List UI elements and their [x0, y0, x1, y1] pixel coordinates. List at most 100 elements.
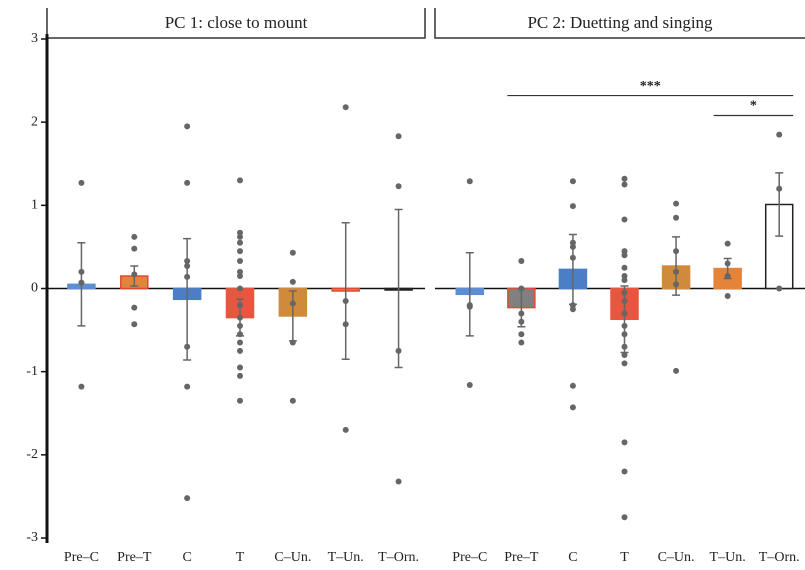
- data-point: [131, 304, 138, 311]
- error-bar: [465, 251, 474, 337]
- error-bar: [236, 298, 244, 337]
- x-tick-label: Pre–C: [64, 550, 99, 565]
- y-tick-label: -1: [26, 364, 38, 379]
- data-point: [621, 273, 628, 280]
- data-point: [621, 264, 628, 271]
- data-point: [237, 248, 243, 255]
- data-point: [724, 240, 731, 247]
- data-point: [621, 175, 628, 182]
- y-tick-label: 3: [31, 31, 38, 46]
- y-tick-label: 1: [31, 198, 38, 213]
- data-point: [569, 203, 576, 210]
- data-point: [289, 249, 296, 256]
- data-point: [569, 382, 576, 389]
- data-point: [621, 360, 628, 367]
- data-point: [342, 426, 349, 433]
- data-point: [621, 216, 628, 223]
- data-point: [569, 178, 576, 185]
- panel-header: [434, 8, 805, 39]
- x-tick-label: T–Un.: [328, 550, 364, 565]
- data-point: [395, 133, 402, 140]
- data-point: [621, 514, 628, 521]
- x-tick-label: T–Orn.: [759, 550, 800, 565]
- data-point: [466, 178, 473, 185]
- panel-title: PC 1: close to mount: [165, 13, 308, 32]
- error-bar: [723, 257, 732, 280]
- data-point: [237, 258, 243, 265]
- data-point: [673, 367, 680, 374]
- error-bar: [288, 290, 297, 342]
- data-point: [776, 131, 783, 138]
- data-point: [184, 123, 191, 130]
- data-point: [78, 383, 85, 390]
- error-bar: [672, 236, 681, 296]
- error-bar: [183, 237, 192, 361]
- error-bar: [775, 172, 784, 237]
- data-point: [184, 179, 191, 186]
- y-tick-label: 0: [31, 281, 38, 296]
- x-tick-label: Pre–T: [117, 550, 152, 565]
- x-tick-label: T–Orn.: [378, 550, 419, 565]
- panel-header: [46, 8, 426, 39]
- data-point: [237, 364, 243, 371]
- x-tick-label: Pre–C: [452, 550, 487, 565]
- data-point: [237, 397, 243, 404]
- y-tick-label: -3: [26, 530, 38, 545]
- data-point: [237, 339, 243, 346]
- data-point: [621, 277, 628, 284]
- data-point: [621, 252, 628, 259]
- data-point: [621, 439, 628, 446]
- data-point: [237, 347, 243, 354]
- data-point: [673, 200, 680, 207]
- data-point: [724, 292, 731, 299]
- data-point: [569, 306, 576, 313]
- data-point: [673, 214, 680, 221]
- x-tick-label: C–Un.: [274, 550, 311, 565]
- data-point: [466, 381, 473, 388]
- data-point: [569, 404, 576, 411]
- data-point: [621, 181, 628, 188]
- significance-label: ***: [640, 79, 661, 94]
- data-point: [237, 285, 243, 292]
- x-tick-label: T: [236, 550, 245, 565]
- data-point: [289, 397, 296, 404]
- data-point: [342, 104, 349, 111]
- data-point: [131, 321, 138, 328]
- y-tick-label: -2: [26, 447, 38, 462]
- significance-label: *: [750, 99, 757, 114]
- data-point: [237, 177, 243, 184]
- data-point: [518, 258, 525, 265]
- data-point: [131, 233, 138, 240]
- error-bar: [130, 265, 139, 287]
- data-point: [518, 331, 525, 338]
- data-point: [395, 478, 402, 485]
- data-point: [237, 372, 243, 379]
- data-point: [78, 179, 85, 186]
- data-point: [237, 233, 243, 240]
- error-bar: [341, 222, 350, 360]
- data-point: [621, 468, 628, 475]
- data-point: [184, 495, 191, 502]
- panel-title: PC 2: Duetting and singing: [527, 13, 713, 32]
- data-point: [131, 245, 138, 252]
- error-bar: [77, 242, 86, 327]
- data-point: [237, 239, 243, 246]
- data-point: [237, 268, 243, 275]
- data-point: [237, 229, 243, 236]
- data-point: [184, 383, 191, 390]
- data-point: [395, 183, 402, 190]
- x-tick-label: Pre–T: [504, 550, 539, 565]
- data-point: [776, 285, 783, 292]
- error-bar: [517, 287, 526, 328]
- data-point: [518, 339, 525, 346]
- error-bar: [620, 285, 629, 354]
- error-bar: [394, 208, 403, 369]
- x-tick-label: C: [182, 550, 191, 565]
- data-point: [237, 273, 243, 280]
- data-point: [621, 352, 628, 359]
- x-tick-label: C: [568, 550, 577, 565]
- error-bar: [568, 233, 577, 306]
- x-tick-label: T: [620, 550, 629, 565]
- y-tick-label: 2: [31, 114, 38, 129]
